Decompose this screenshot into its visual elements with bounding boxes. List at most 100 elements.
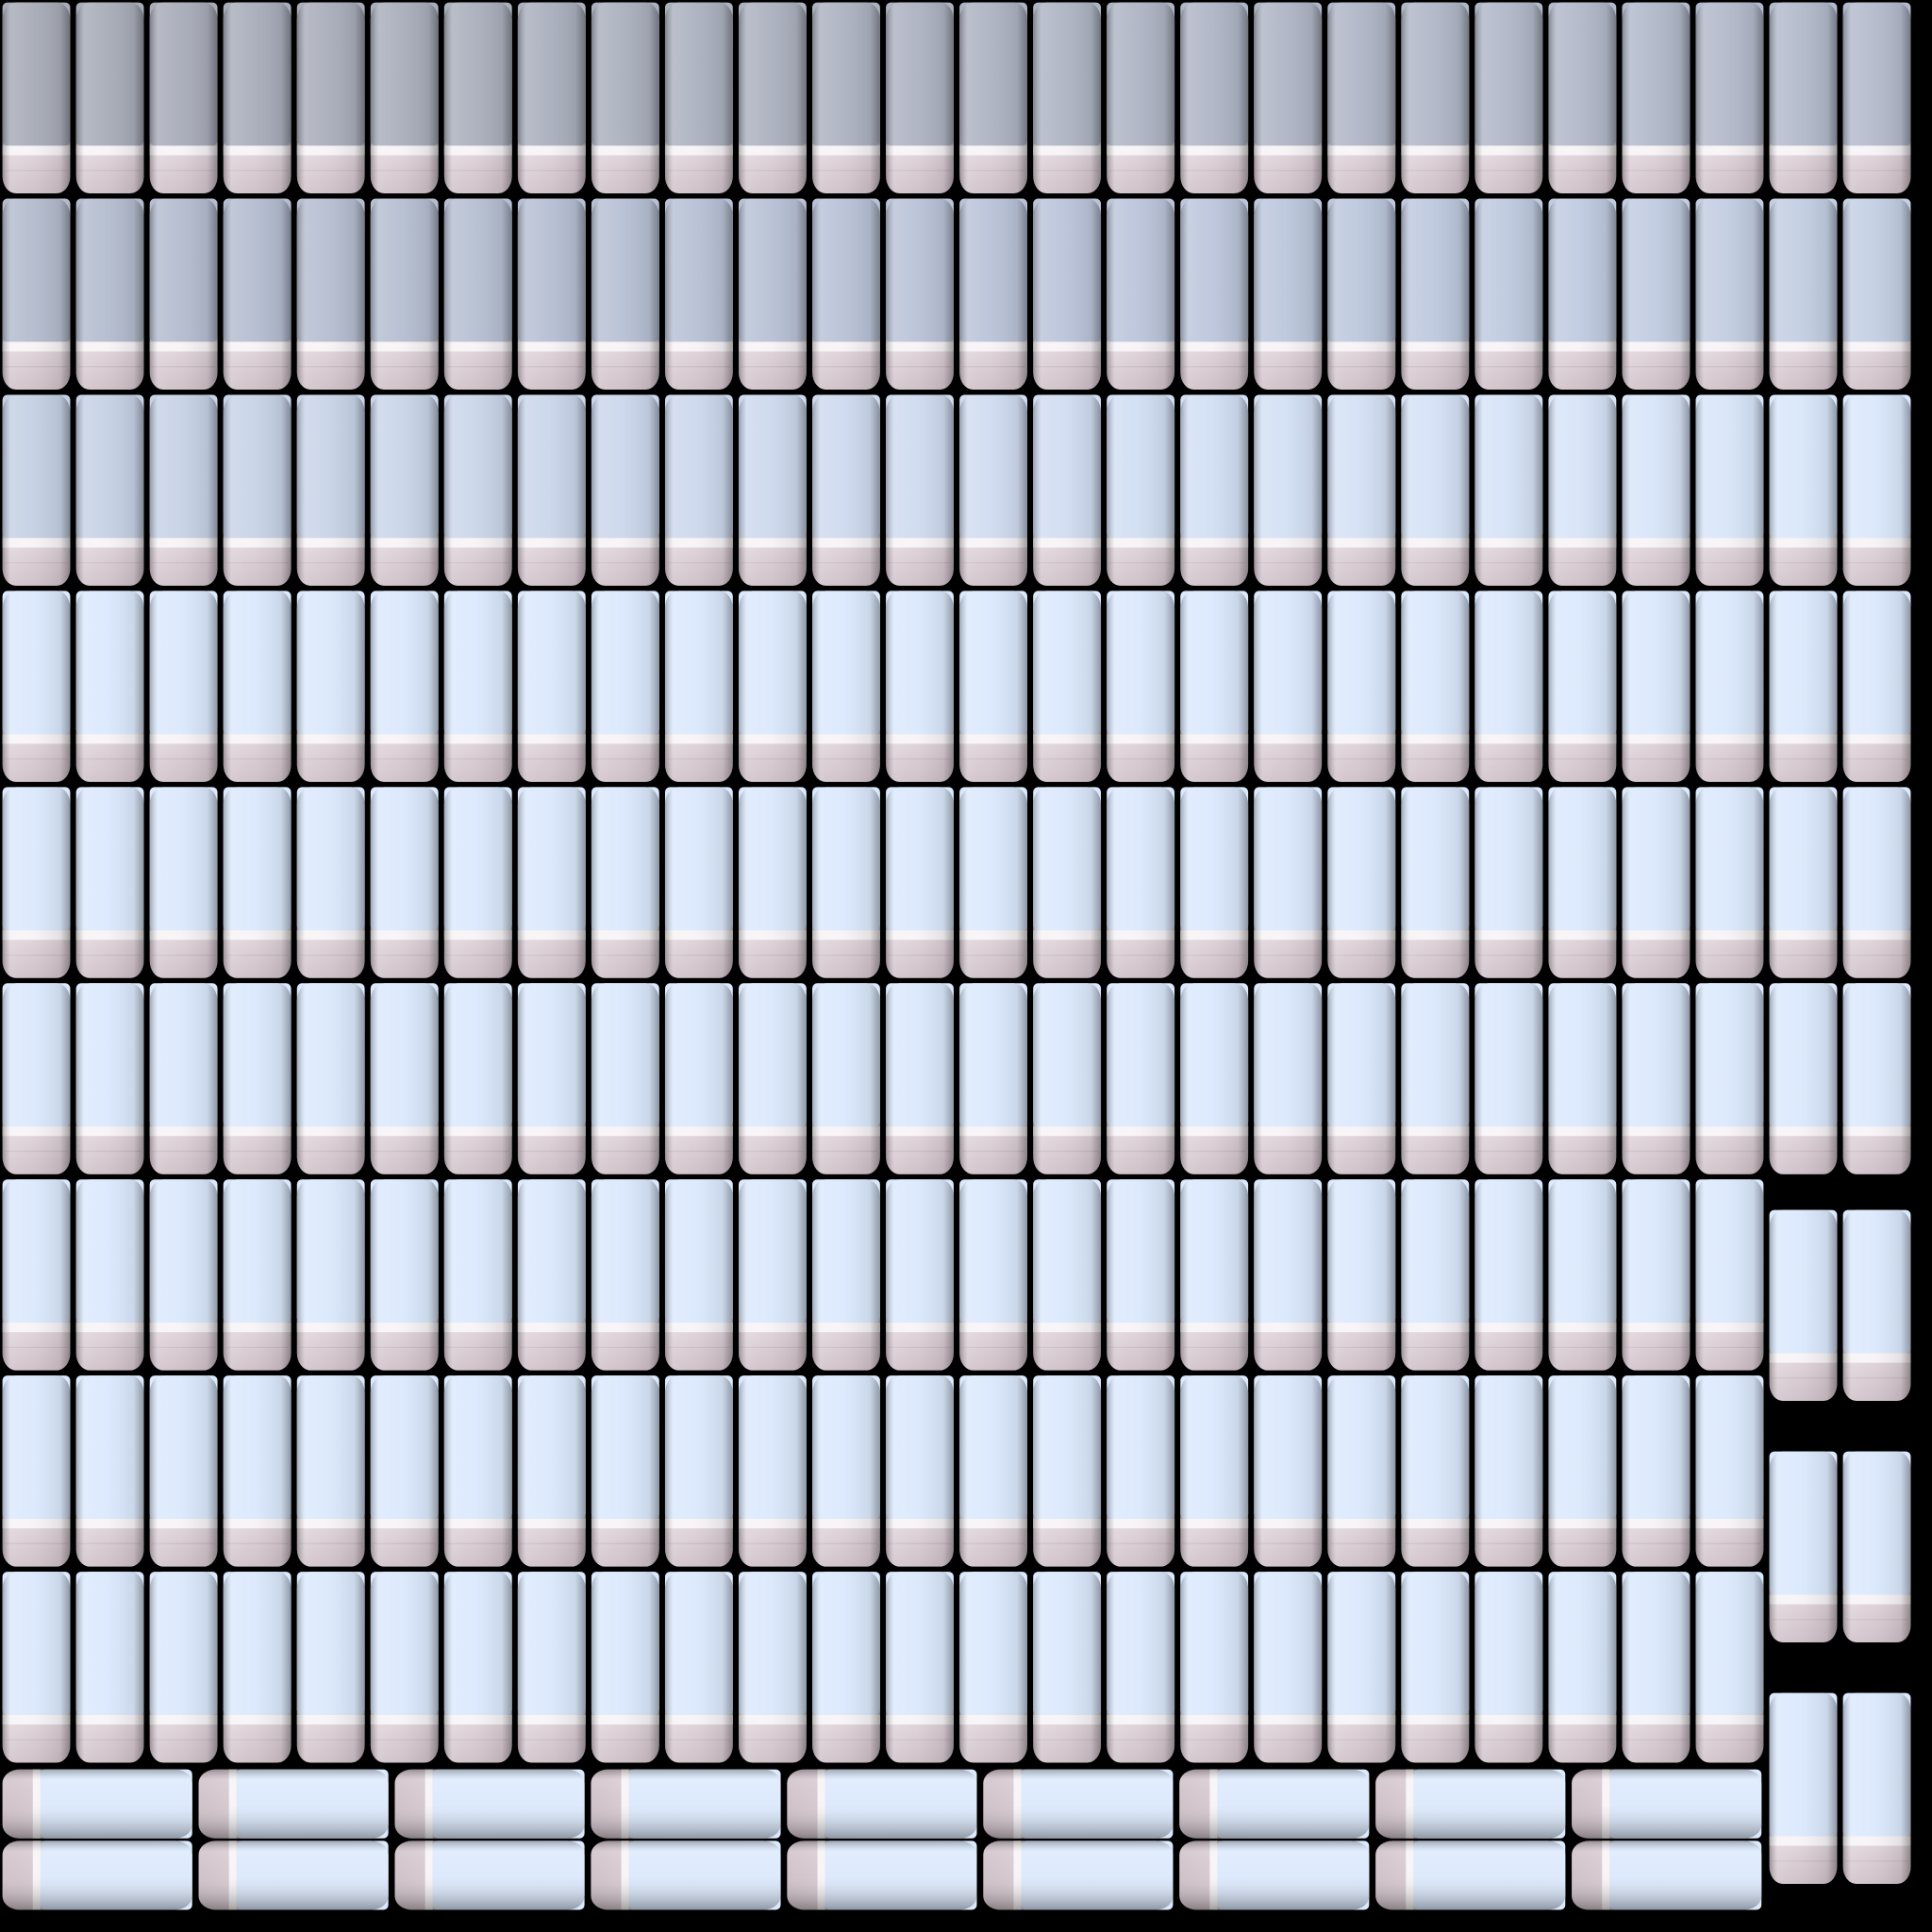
tube-shade (149, 2, 218, 194)
tube-shade (1401, 787, 1470, 978)
tube-shade (812, 983, 880, 1174)
tube (591, 983, 659, 1174)
tube-shade (2, 198, 71, 390)
tube (1622, 787, 1690, 978)
tube (812, 1375, 880, 1567)
tube (223, 394, 291, 586)
tube-shade (1474, 591, 1543, 782)
tube-shade (1107, 2, 1175, 194)
tube (591, 1769, 781, 1839)
tube-shade (296, 198, 365, 390)
tube (1842, 2, 1911, 194)
tube (1622, 1375, 1690, 1567)
tube-shade (296, 1179, 365, 1371)
tube-shade (1254, 591, 1323, 782)
tube-shade (75, 1572, 144, 1763)
tube (149, 394, 218, 586)
tube (886, 198, 954, 390)
tube (1107, 1375, 1175, 1567)
tube-shade (1107, 1375, 1175, 1567)
tube-shade (223, 2, 291, 194)
tube (1548, 787, 1617, 978)
tube (443, 394, 512, 586)
tube-shade (1622, 394, 1690, 586)
tube (2, 787, 71, 978)
tube-shade (1474, 394, 1543, 586)
tube (1254, 394, 1323, 586)
tube-shade (1180, 1179, 1249, 1371)
tube-shade (1622, 1179, 1690, 1371)
tube (886, 2, 954, 194)
tube-shade (2, 1840, 192, 1910)
tube (1033, 591, 1102, 782)
tube (739, 1572, 807, 1763)
tube (1107, 198, 1175, 390)
tube (1254, 198, 1323, 390)
tube (1842, 1692, 1911, 1885)
tube-shade (787, 1840, 977, 1910)
tube (75, 787, 144, 978)
tube-shade (591, 1769, 781, 1839)
tube (75, 394, 144, 586)
tube-shade (75, 1179, 144, 1371)
tube-shade (959, 591, 1027, 782)
tube (591, 591, 659, 782)
tube-shade (812, 1179, 880, 1371)
tube-shade (75, 198, 144, 390)
tube (1327, 2, 1396, 194)
tube (1180, 1179, 1249, 1371)
tube-shade (296, 983, 365, 1174)
tube-shade (75, 1375, 144, 1567)
tube (370, 1179, 439, 1371)
tube-shade (370, 1572, 439, 1763)
tube (1769, 1209, 1838, 1402)
tube (1769, 1692, 1838, 1885)
tube-shade (1180, 787, 1249, 978)
tube (370, 2, 439, 194)
tube (1375, 1840, 1566, 1910)
tube-shade (394, 1840, 585, 1910)
tube-shade (75, 787, 144, 978)
tube-shade (223, 1179, 291, 1371)
tube-shade (1179, 1769, 1370, 1839)
tube-shade (1548, 2, 1617, 194)
tube (812, 983, 880, 1174)
tube (517, 983, 586, 1174)
tube-shade (1107, 198, 1175, 390)
tube-shade (1695, 983, 1764, 1174)
tube-shade (1769, 1209, 1838, 1402)
tube-shade (149, 394, 218, 586)
tube-shade (517, 1375, 586, 1567)
tube-shade (1622, 2, 1690, 194)
tube-shade (2, 394, 71, 586)
tube (1327, 394, 1396, 586)
tube-shade (1179, 1840, 1370, 1910)
tube (296, 1179, 365, 1371)
tube-shade (198, 1840, 389, 1910)
tube-shade (1695, 1179, 1764, 1371)
tube (664, 1375, 733, 1567)
tube-shade (223, 983, 291, 1174)
tube (149, 983, 218, 1174)
tube (2, 394, 71, 586)
tube-shade (1254, 983, 1323, 1174)
tube (1180, 591, 1249, 782)
tube-shade (591, 2, 659, 194)
tube-shade (1548, 1572, 1617, 1763)
tube-shade (959, 787, 1027, 978)
tube (591, 1572, 659, 1763)
tube-shade (886, 1572, 954, 1763)
tube-shade (1695, 1375, 1764, 1567)
tube (296, 983, 365, 1174)
tube-shade (2, 591, 71, 782)
tube-shade (886, 1179, 954, 1371)
tube (812, 198, 880, 390)
tube (1769, 591, 1838, 782)
tube-shade (1548, 787, 1617, 978)
tube (1107, 1572, 1175, 1763)
tube-shade (443, 983, 512, 1174)
tube (959, 198, 1027, 390)
tube-shade (1107, 1572, 1175, 1763)
tube (443, 2, 512, 194)
tube-shade (1401, 198, 1470, 390)
